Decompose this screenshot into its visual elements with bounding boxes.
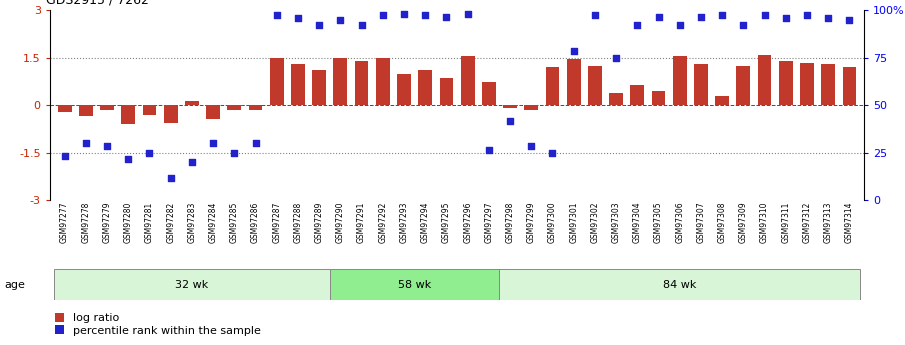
- Point: [630, 22, 644, 27]
- Point: [757, 12, 772, 18]
- Point: [418, 12, 433, 18]
- Bar: [715, 96, 729, 105]
- Bar: [164, 105, 177, 122]
- Bar: [482, 81, 496, 105]
- Bar: [143, 105, 157, 115]
- Point: [333, 17, 348, 23]
- Point: [227, 150, 242, 155]
- Bar: [100, 105, 114, 110]
- Point: [800, 12, 814, 18]
- Bar: [249, 105, 262, 110]
- Text: 84 wk: 84 wk: [663, 280, 697, 289]
- Point: [481, 147, 496, 152]
- Bar: [500, 269, 860, 300]
- Point: [355, 22, 369, 27]
- Bar: [822, 64, 835, 105]
- Point: [778, 16, 793, 21]
- Bar: [631, 85, 644, 105]
- Point: [694, 14, 709, 19]
- Bar: [54, 269, 329, 300]
- Bar: [206, 105, 220, 119]
- Bar: [461, 56, 474, 105]
- Point: [396, 11, 411, 16]
- Bar: [800, 62, 814, 105]
- Point: [821, 16, 835, 21]
- Point: [205, 140, 220, 146]
- Point: [587, 12, 602, 18]
- Bar: [355, 61, 368, 105]
- Bar: [503, 105, 517, 108]
- Bar: [672, 56, 687, 105]
- Point: [736, 22, 750, 27]
- Point: [376, 12, 390, 18]
- Point: [545, 150, 559, 155]
- Bar: [58, 105, 71, 111]
- Point: [715, 12, 729, 18]
- Point: [100, 144, 114, 149]
- Bar: [843, 67, 856, 105]
- Point: [672, 22, 687, 27]
- Bar: [652, 91, 665, 105]
- Text: 32 wk: 32 wk: [176, 280, 208, 289]
- Bar: [757, 55, 771, 105]
- Point: [843, 17, 857, 23]
- Bar: [312, 70, 326, 105]
- Bar: [418, 70, 432, 105]
- Point: [567, 49, 581, 54]
- Bar: [440, 78, 453, 105]
- Point: [270, 12, 284, 18]
- Bar: [588, 66, 602, 105]
- Point: [142, 150, 157, 155]
- Point: [185, 159, 199, 165]
- Bar: [121, 105, 135, 124]
- Point: [291, 16, 305, 21]
- Point: [524, 144, 538, 149]
- Bar: [609, 92, 623, 105]
- Point: [164, 175, 178, 181]
- Point: [248, 140, 262, 146]
- Point: [121, 156, 136, 162]
- Bar: [227, 105, 242, 110]
- Bar: [694, 64, 708, 105]
- Bar: [737, 66, 750, 105]
- Bar: [333, 58, 348, 105]
- Text: 58 wk: 58 wk: [398, 280, 431, 289]
- Point: [609, 55, 624, 61]
- Bar: [329, 269, 500, 300]
- Bar: [79, 105, 92, 116]
- Bar: [546, 67, 559, 105]
- Bar: [567, 59, 581, 105]
- Point: [79, 140, 93, 146]
- Bar: [524, 105, 538, 110]
- Point: [57, 153, 71, 159]
- Point: [439, 14, 453, 19]
- Text: age: age: [5, 280, 25, 289]
- Legend: log ratio, percentile rank within the sample: log ratio, percentile rank within the sa…: [55, 313, 261, 336]
- Point: [461, 11, 475, 16]
- Bar: [397, 73, 411, 105]
- Bar: [779, 61, 793, 105]
- Bar: [185, 101, 199, 105]
- Bar: [291, 64, 305, 105]
- Bar: [270, 58, 283, 105]
- Point: [652, 14, 666, 19]
- Point: [312, 22, 327, 27]
- Bar: [376, 58, 390, 105]
- Point: [503, 118, 518, 124]
- Text: GDS2915 / 7262: GDS2915 / 7262: [45, 0, 148, 7]
